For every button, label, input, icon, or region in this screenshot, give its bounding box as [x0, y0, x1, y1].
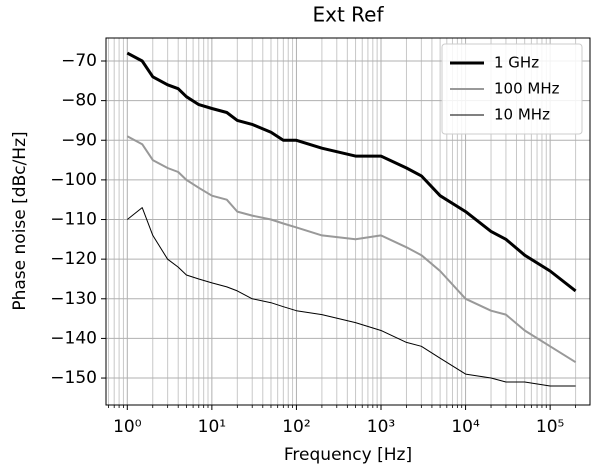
x-tick-label: 10³ [367, 417, 395, 437]
y-axis-label: Phase noise [dBc/Hz] [10, 131, 30, 310]
series-line [126, 51, 577, 293]
y-tick-label: −150 [50, 368, 97, 388]
y-tick-label: −140 [50, 328, 97, 348]
y-tick-label: −70 [61, 51, 97, 71]
y-tick-label: −80 [61, 91, 97, 111]
legend-box [441, 43, 583, 135]
x-tick-label: 10⁴ [451, 417, 480, 437]
x-axis-label: Frequency [Hz] [284, 445, 412, 465]
x-tick-label: 10² [282, 417, 310, 437]
y-tick-label: −110 [50, 210, 97, 230]
chart-title: Ext Ref [312, 3, 384, 27]
legend-label: 1 GHz [494, 54, 539, 72]
series-line [126, 207, 576, 387]
x-tick-label: 10⁵ [536, 417, 564, 437]
x-tick-label: 10⁰ [113, 417, 142, 437]
x-tick-label: 10¹ [198, 417, 226, 437]
y-tick-label: −90 [61, 130, 97, 150]
y-tick-label: −100 [50, 170, 97, 190]
y-tick-label: −120 [50, 249, 97, 269]
plot-frame [105, 37, 591, 406]
legend-label: 100 MHz [494, 80, 560, 98]
series-line [126, 135, 577, 364]
legend-label: 10 MHz [494, 106, 550, 124]
y-tick-label: −130 [50, 289, 97, 309]
